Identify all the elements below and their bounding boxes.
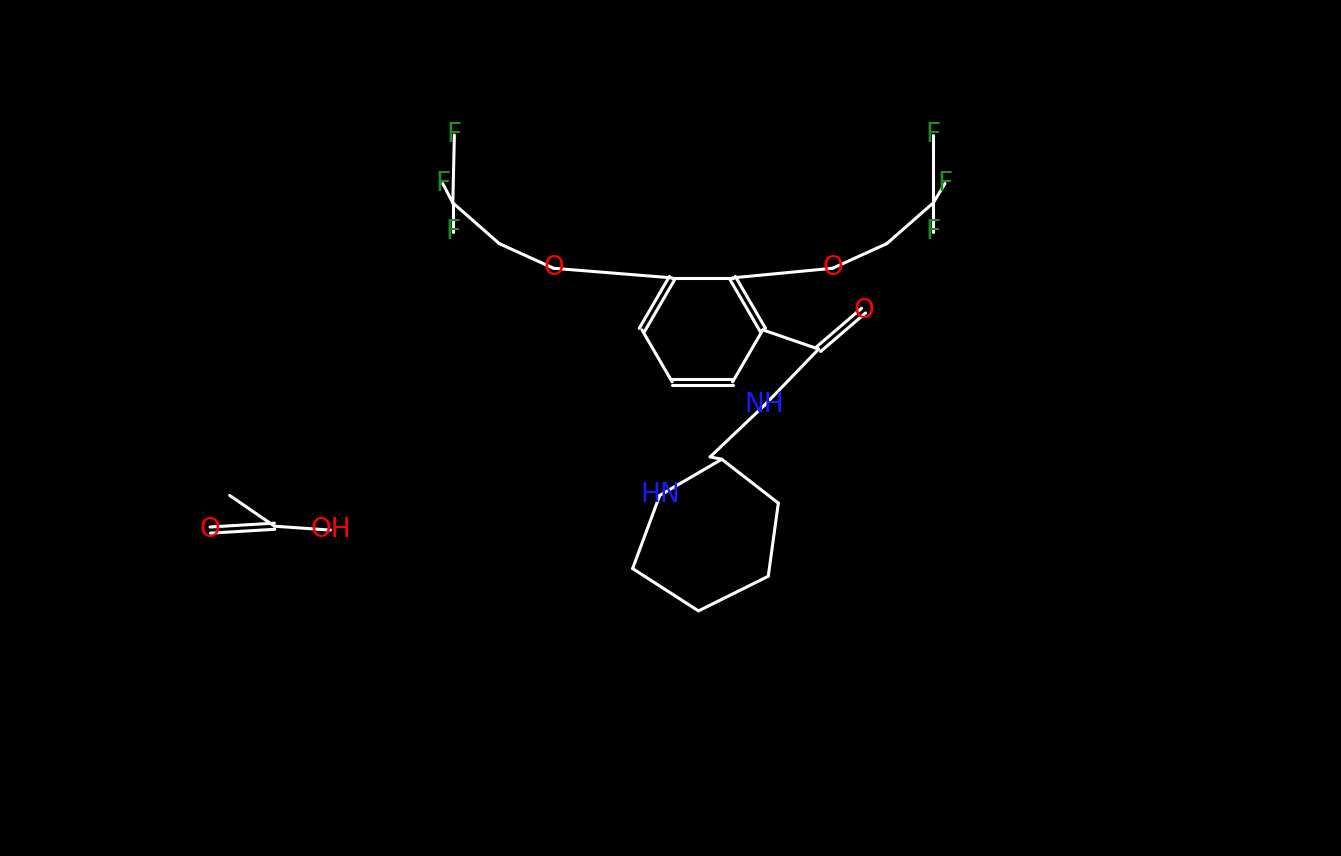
Text: F: F (445, 219, 460, 245)
Text: F: F (447, 122, 463, 148)
Text: F: F (937, 170, 952, 197)
Text: O: O (853, 298, 874, 324)
Text: OH: OH (310, 517, 351, 543)
Text: NH: NH (744, 392, 784, 419)
Text: HN: HN (640, 483, 680, 508)
Text: O: O (822, 255, 843, 282)
Text: O: O (200, 517, 221, 543)
Text: O: O (543, 255, 565, 282)
Text: F: F (925, 122, 941, 148)
Text: F: F (434, 170, 451, 197)
Text: F: F (925, 219, 941, 245)
